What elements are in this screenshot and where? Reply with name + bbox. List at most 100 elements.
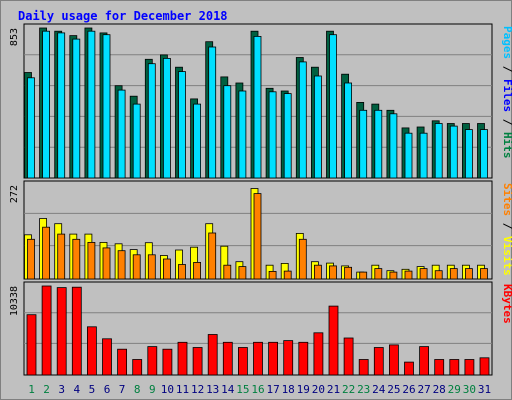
bar-kbytes-4 xyxy=(71,286,82,376)
bar-kbytes-7 xyxy=(117,348,127,376)
bar-files-27 xyxy=(419,132,428,179)
bar-sites-19 xyxy=(298,238,307,280)
legend-item: KBytes xyxy=(501,284,512,324)
day-label-19: 19 xyxy=(297,383,310,396)
bar-kbytes-26 xyxy=(404,361,414,376)
day-label-16: 16 xyxy=(251,383,264,396)
day-label-25: 25 xyxy=(387,383,400,396)
bar-kbytes-24 xyxy=(373,347,384,376)
day-label-11: 11 xyxy=(176,383,189,396)
bar-sites-1 xyxy=(27,238,35,280)
bar-files-19 xyxy=(298,61,307,179)
y-max-label: 272 xyxy=(9,185,20,203)
bar-files-21 xyxy=(329,34,337,179)
bar-files-2 xyxy=(42,30,50,179)
bar-kbytes-23 xyxy=(358,359,369,376)
day-label-15: 15 xyxy=(236,383,249,396)
bar-kbytes-10 xyxy=(162,348,173,376)
legend-label: Pages / Files / Hits xyxy=(501,26,512,159)
bar-sites-9 xyxy=(147,254,156,280)
bar-files-9 xyxy=(147,63,156,179)
bar-files-10 xyxy=(162,58,171,179)
day-label-29: 29 xyxy=(448,383,461,396)
legend-separator: / xyxy=(501,112,512,132)
bar-files-24 xyxy=(374,109,383,179)
bar-kbytes-8 xyxy=(132,359,143,376)
bar-sites-20 xyxy=(313,264,322,280)
bar-files-15 xyxy=(238,90,247,179)
bar-files-17 xyxy=(268,91,277,179)
chart-title: Daily usage for December 2018 xyxy=(18,9,228,23)
bar-files-25 xyxy=(389,113,398,179)
bar-files-22 xyxy=(344,82,353,179)
day-label-6: 6 xyxy=(104,383,111,396)
bar-files-28 xyxy=(434,123,443,179)
bar-kbytes-27 xyxy=(419,346,430,376)
day-label-20: 20 xyxy=(312,383,325,396)
bar-kbytes-20 xyxy=(313,332,324,376)
day-label-23: 23 xyxy=(357,383,370,396)
day-label-31: 31 xyxy=(478,383,491,396)
bar-files-7 xyxy=(117,89,126,179)
y-max-label: 853 xyxy=(9,28,20,46)
day-label-4: 4 xyxy=(73,383,80,396)
bar-files-13 xyxy=(208,46,217,179)
bar-kbytes-9 xyxy=(147,346,158,376)
bar-kbytes-22 xyxy=(343,337,354,376)
bar-files-6 xyxy=(102,34,111,179)
legend-separator: / xyxy=(501,216,512,236)
bar-sites-10 xyxy=(162,258,171,280)
bar-kbytes-18 xyxy=(283,340,294,376)
bar-files-29 xyxy=(449,125,458,179)
day-label-3: 3 xyxy=(58,383,65,396)
bar-sites-7 xyxy=(117,250,126,280)
day-label-17: 17 xyxy=(266,383,279,396)
bar-kbytes-11 xyxy=(177,341,188,376)
day-label-8: 8 xyxy=(134,383,141,396)
bar-kbytes-28 xyxy=(434,359,445,376)
day-label-27: 27 xyxy=(417,383,430,396)
legend-item: Sites xyxy=(501,183,512,216)
day-label-30: 30 xyxy=(463,383,476,396)
bar-kbytes-17 xyxy=(268,341,279,376)
bar-kbytes-13 xyxy=(207,334,218,376)
day-label-2: 2 xyxy=(43,383,50,396)
bar-sites-27 xyxy=(419,268,428,280)
day-label-28: 28 xyxy=(433,383,446,396)
bar-sites-28 xyxy=(434,270,443,280)
day-label-9: 9 xyxy=(149,383,156,396)
bar-sites-23 xyxy=(359,271,368,280)
bar-files-1 xyxy=(27,77,35,179)
day-label-12: 12 xyxy=(191,383,204,396)
bar-files-8 xyxy=(132,103,141,179)
bar-sites-21 xyxy=(329,265,337,280)
bar-sites-25 xyxy=(389,271,398,280)
day-label-10: 10 xyxy=(161,383,174,396)
legend-separator: / xyxy=(501,59,512,79)
panel-hits-files-pages: 853 Pages / Files / Hits xyxy=(9,23,512,179)
bar-kbytes-6 xyxy=(102,338,112,376)
bar-files-12 xyxy=(193,103,202,179)
bar-kbytes-14 xyxy=(222,341,233,376)
day-label-22: 22 xyxy=(342,383,355,396)
bar-sites-14 xyxy=(223,264,232,280)
day-label-24: 24 xyxy=(372,383,386,396)
bar-kbytes-25 xyxy=(388,344,399,376)
bar-files-3 xyxy=(57,32,66,179)
bar-files-18 xyxy=(283,93,292,179)
bar-kbytes-31 xyxy=(479,357,490,376)
day-label-5: 5 xyxy=(89,383,96,396)
bar-sites-16 xyxy=(253,193,262,280)
bar-sites-5 xyxy=(87,241,96,280)
day-label-1: 1 xyxy=(28,383,35,396)
bar-kbytes-16 xyxy=(253,341,263,376)
bar-kbytes-5 xyxy=(87,326,97,376)
bar-sites-4 xyxy=(72,238,81,280)
bar-sites-29 xyxy=(449,268,458,280)
bar-files-30 xyxy=(464,129,473,179)
bar-kbytes-15 xyxy=(237,347,248,376)
bar-sites-3 xyxy=(57,233,66,280)
day-label-26: 26 xyxy=(402,383,415,396)
bar-sites-11 xyxy=(178,264,186,280)
